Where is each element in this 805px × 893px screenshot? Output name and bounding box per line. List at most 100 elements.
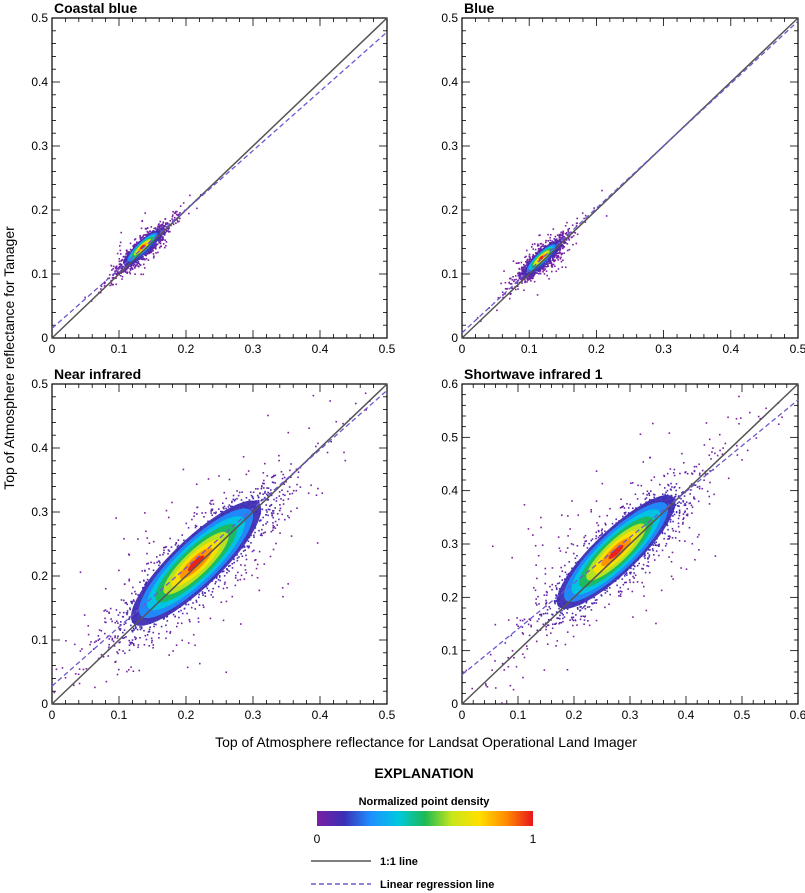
- density-point: [130, 264, 133, 266]
- density-point: [124, 255, 127, 258]
- density-point: [129, 242, 132, 245]
- density-point: [549, 241, 551, 244]
- density-point: [274, 527, 277, 529]
- density-point: [566, 234, 568, 237]
- density-point: [153, 246, 156, 248]
- density-point: [161, 223, 164, 226]
- density-point: [549, 239, 552, 242]
- density-point: [155, 252, 157, 254]
- density-point: [510, 287, 513, 289]
- density-point: [238, 556, 240, 558]
- density-point: [575, 224, 578, 227]
- density-point: [242, 550, 245, 552]
- density-point: [556, 248, 558, 251]
- x-tick-label: 0.1: [521, 342, 538, 356]
- y-tick-label: 0.1: [31, 633, 48, 647]
- density-point: [518, 267, 520, 270]
- x-tick-label: 0.4: [312, 708, 329, 722]
- density-point: [524, 274, 527, 277]
- density-point: [198, 604, 201, 606]
- density-point: [502, 296, 504, 299]
- density-point: [330, 440, 333, 443]
- density-point: [126, 252, 128, 254]
- density-point: [163, 549, 165, 552]
- density-point: [552, 263, 555, 266]
- density-point: [156, 228, 159, 231]
- density-point: [112, 265, 115, 268]
- density-point: [227, 506, 230, 508]
- density-point: [557, 268, 560, 270]
- density-point: [123, 260, 126, 262]
- density-point: [560, 237, 562, 239]
- density-point: [219, 510, 222, 513]
- density-point: [513, 280, 515, 283]
- density-point: [164, 223, 167, 225]
- density-point: [165, 244, 167, 247]
- density-point: [139, 237, 142, 240]
- density-point: [250, 494, 253, 497]
- density-point: [548, 277, 550, 280]
- density-point: [134, 265, 136, 268]
- density-point: [547, 233, 549, 236]
- density-core: [140, 244, 145, 250]
- density-point: [543, 269, 545, 271]
- density-point: [526, 273, 529, 275]
- density-point: [202, 606, 205, 609]
- density-point: [152, 256, 155, 259]
- density-point: [171, 214, 174, 216]
- density-point: [281, 477, 284, 480]
- y-tick-label: 0.4: [441, 75, 458, 89]
- density-point: [116, 272, 119, 275]
- density-point: [549, 260, 551, 263]
- density-point: [157, 225, 159, 228]
- y-tick-label: 0.4: [31, 441, 48, 455]
- density-point: [605, 215, 608, 217]
- density-point: [564, 225, 567, 227]
- density-point: [225, 600, 228, 603]
- density-point: [97, 639, 100, 642]
- density-point: [566, 221, 568, 224]
- y-tick-label: 0.2: [441, 203, 458, 217]
- regression-line: [461, 20, 799, 334]
- density-point: [161, 237, 164, 240]
- x-tick-label: 0.3: [245, 342, 262, 356]
- density-point: [121, 267, 124, 270]
- density-point: [115, 265, 118, 268]
- density-point: [139, 236, 142, 239]
- density-point: [135, 593, 137, 595]
- density-point: [122, 637, 124, 640]
- density-point: [529, 273, 532, 276]
- density-point: [110, 618, 112, 620]
- density-point: [287, 498, 290, 500]
- density-point: [517, 274, 520, 277]
- density-point: [525, 261, 528, 264]
- density-point: [195, 599, 198, 602]
- density-point: [152, 243, 154, 246]
- density-point: [562, 244, 565, 247]
- density-point: [290, 463, 292, 465]
- density-point: [264, 531, 267, 534]
- density-point: [557, 255, 560, 257]
- density-point: [187, 642, 190, 644]
- density-point: [522, 267, 525, 269]
- density-point: [142, 235, 145, 237]
- density-point: [272, 516, 275, 519]
- density-point: [161, 236, 164, 238]
- density-point: [532, 271, 535, 273]
- density-point: [144, 512, 146, 514]
- density-point: [558, 246, 561, 248]
- density-point: [167, 229, 170, 231]
- density-point: [563, 242, 566, 245]
- density-point: [268, 508, 271, 511]
- density-point: [130, 267, 133, 270]
- density-point: [533, 271, 536, 274]
- density-point: [524, 273, 526, 276]
- density-point: [132, 599, 135, 601]
- density-point: [566, 249, 569, 252]
- density-point: [524, 266, 526, 268]
- density-point: [157, 251, 159, 254]
- density-point: [557, 259, 560, 261]
- density-point: [544, 268, 547, 270]
- density-point: [321, 492, 324, 495]
- density-point: [222, 502, 224, 504]
